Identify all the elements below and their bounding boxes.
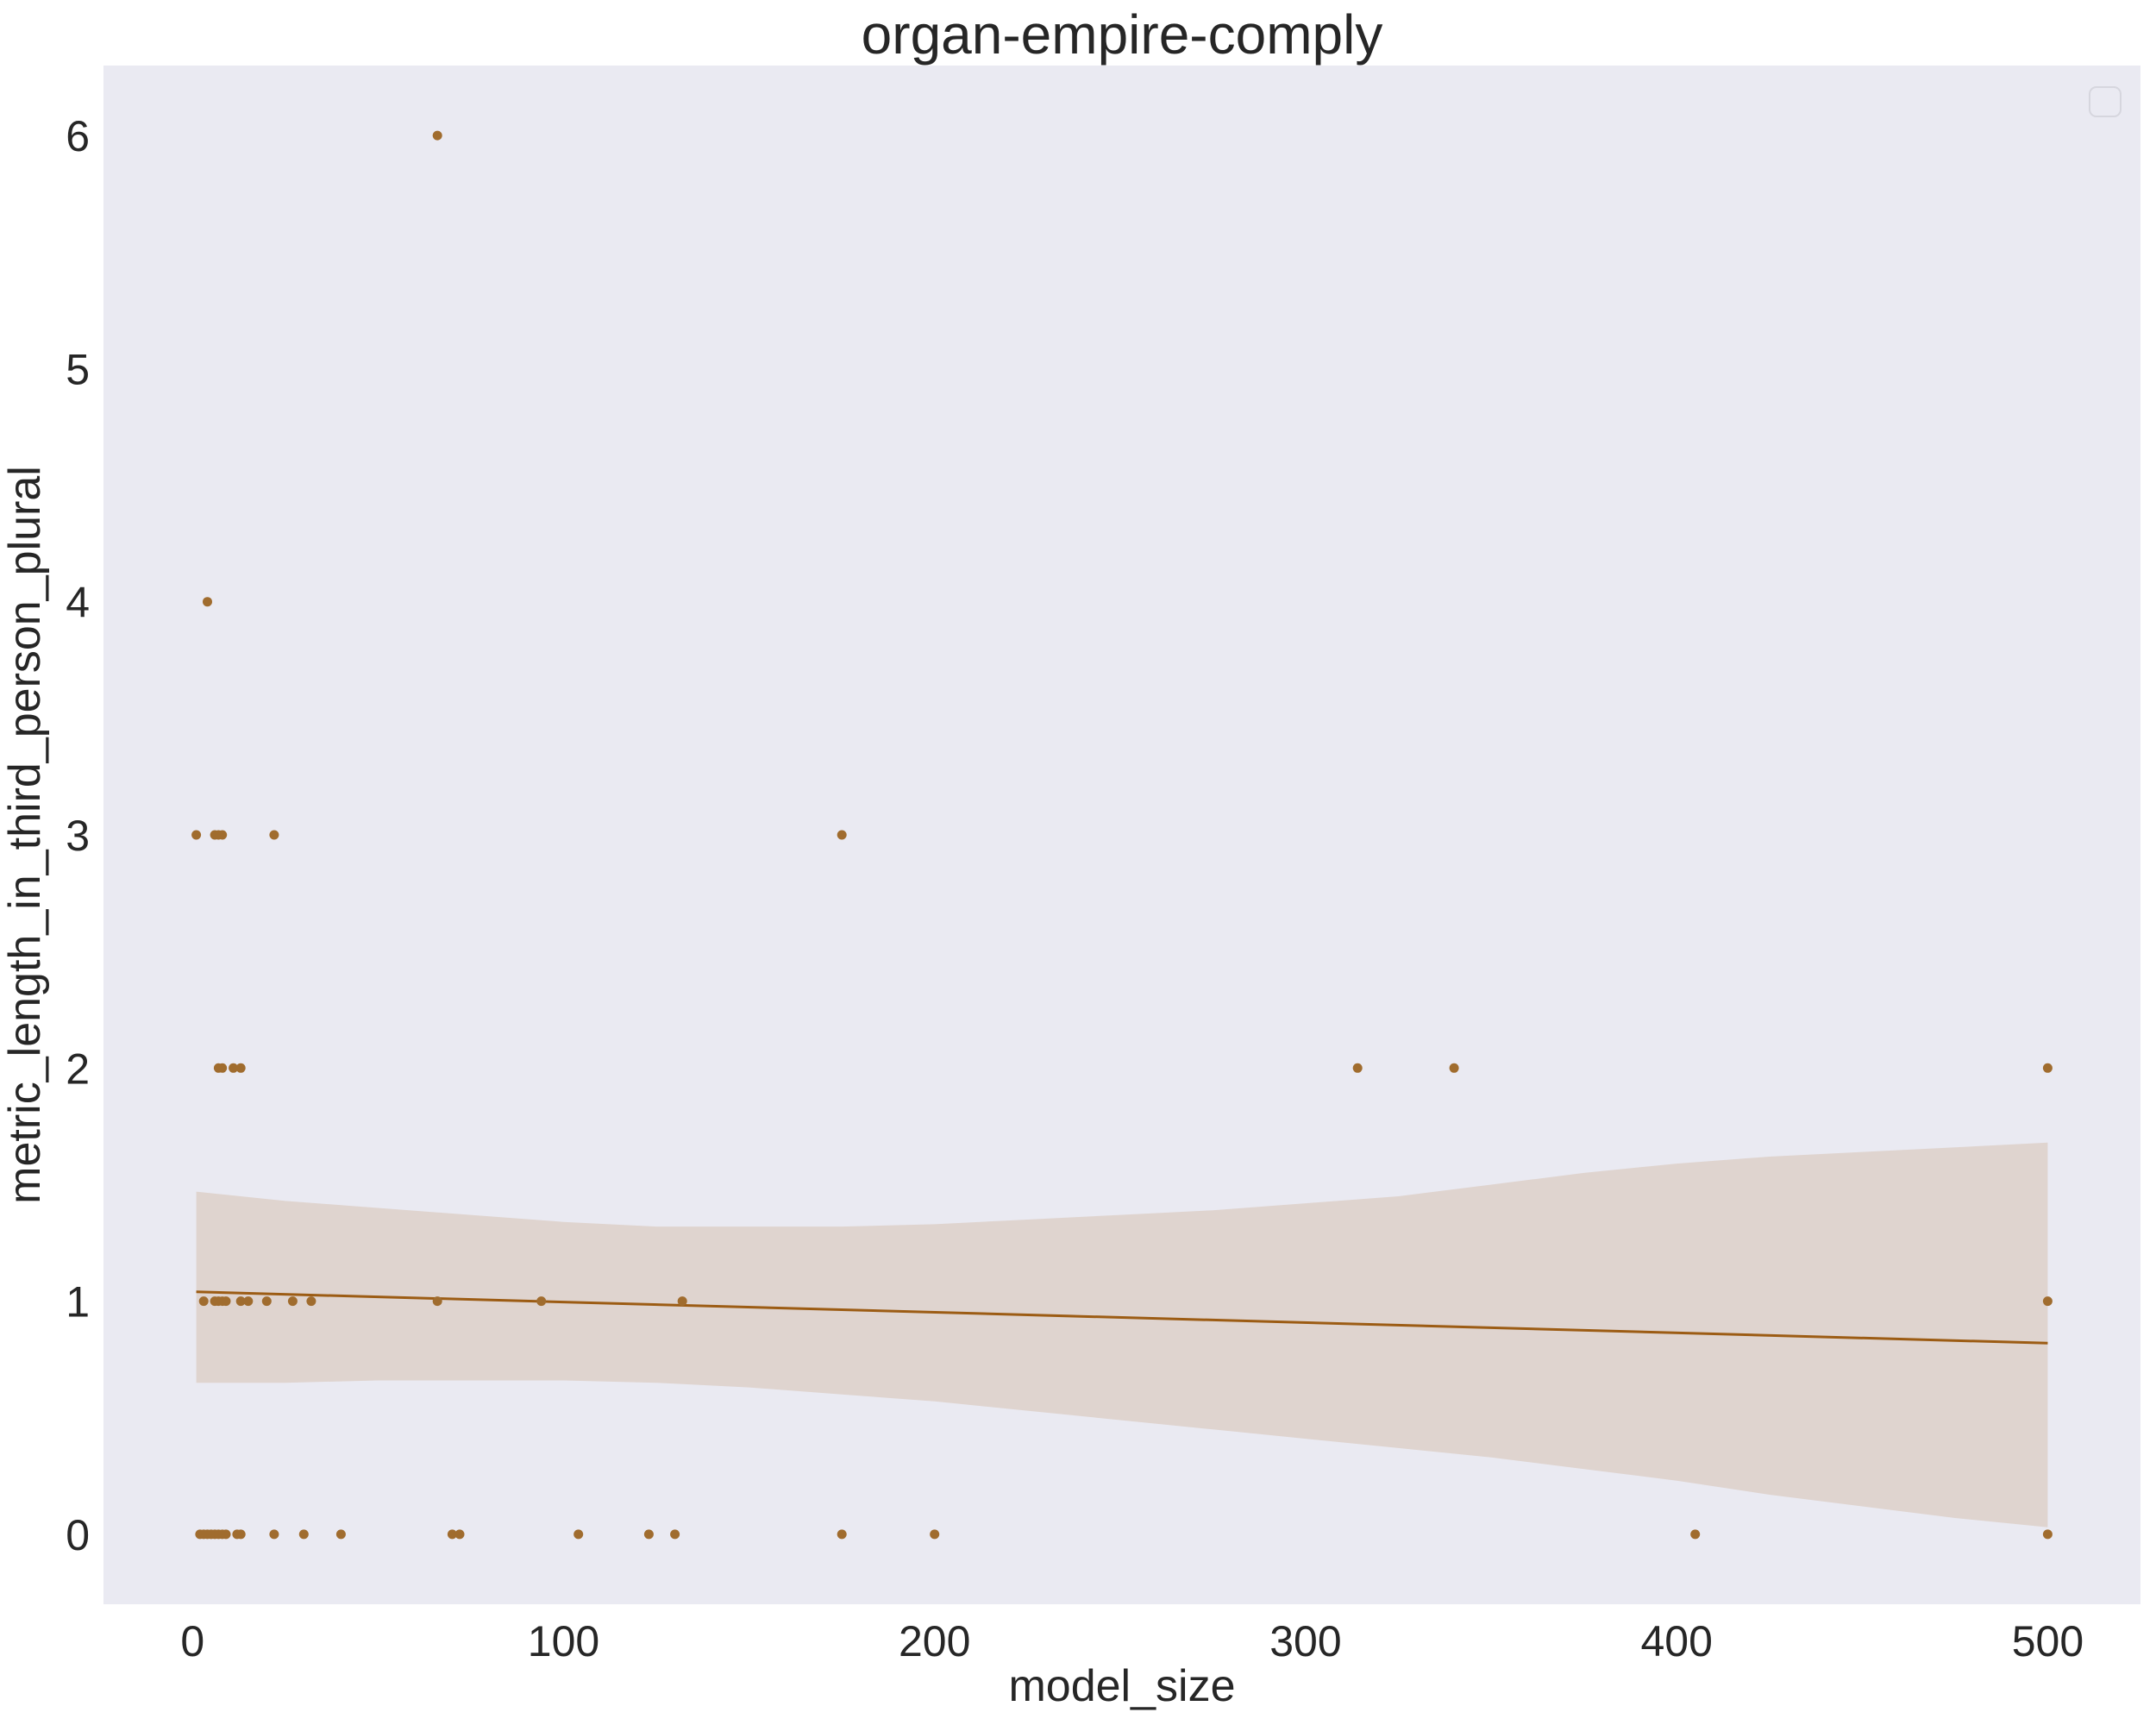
scatter-point (298, 1529, 309, 1540)
scatter-point (2042, 1296, 2053, 1307)
scatter-point (306, 1296, 317, 1307)
scatter-point (670, 1529, 680, 1540)
legend-box (2089, 86, 2122, 117)
y-tick-label: 4 (66, 579, 90, 627)
scatter-point (235, 1296, 246, 1307)
scatter-point (837, 1529, 847, 1540)
scatter-point (2042, 1529, 2053, 1540)
x-tick-label: 300 (1269, 1617, 1341, 1665)
scatter-point (432, 130, 442, 141)
scatter-point (1352, 1063, 1363, 1073)
scatter-point (217, 830, 228, 840)
scatter-point (221, 1296, 231, 1307)
x-axis-label: model_size (1008, 1661, 1235, 1711)
scatter-point (198, 1296, 209, 1307)
y-tick-labels: 0 1 2 3 4 5 6 (66, 112, 90, 1559)
y-axis-label: metric_length_in_third_person_plural (0, 466, 50, 1204)
y-tick-label: 6 (66, 112, 90, 160)
x-tick-label: 100 (528, 1617, 599, 1665)
chart-title: organ-empire-comply (862, 3, 1383, 66)
scatter-point (432, 1296, 442, 1307)
scatter-point (573, 1529, 584, 1540)
y-tick-label: 3 (66, 812, 90, 860)
x-tick-labels: 0 100 200 300 400 500 (180, 1617, 2084, 1665)
scatter-point (217, 1063, 228, 1073)
scatter-point (1690, 1529, 1701, 1540)
scatter-point (235, 1063, 246, 1073)
scatter-point (1449, 1063, 1459, 1073)
scatter-point (677, 1296, 687, 1307)
x-tick-label: 500 (2012, 1617, 2084, 1665)
confidence-band-layer (196, 1142, 2048, 1527)
scatter-point (536, 1296, 547, 1307)
regression-line-layer (196, 1290, 2048, 1345)
y-tick-label: 5 (66, 345, 90, 393)
scatter-point (235, 1529, 246, 1540)
scatter-point (643, 1529, 654, 1540)
scatter-point (229, 1063, 239, 1073)
scatter-point (243, 1296, 254, 1307)
scatter-point (287, 1296, 298, 1307)
y-tick-label: 2 (66, 1044, 90, 1093)
y-tick-label: 1 (66, 1278, 90, 1327)
scatter-point (447, 1529, 457, 1540)
scatter-point (454, 1529, 465, 1540)
y-tick-label: 0 (66, 1511, 90, 1559)
scatter-point (837, 830, 847, 840)
scatter-point (191, 830, 202, 840)
scatter-point (221, 1529, 231, 1540)
x-tick-label: 0 (180, 1617, 204, 1665)
scatter-point (269, 1529, 279, 1540)
x-tick-label: 200 (899, 1617, 970, 1665)
scatter-points-layer (191, 130, 2053, 1540)
scatter-point (335, 1529, 346, 1540)
scatter-point (2042, 1063, 2053, 1073)
scatter-point (203, 597, 212, 607)
scatter-point (269, 830, 279, 840)
regression-line (196, 1290, 2048, 1345)
scatter-point (930, 1529, 940, 1540)
x-tick-label: 400 (1640, 1617, 1712, 1665)
scatter-point (261, 1296, 272, 1307)
confidence-band (196, 1142, 2048, 1527)
